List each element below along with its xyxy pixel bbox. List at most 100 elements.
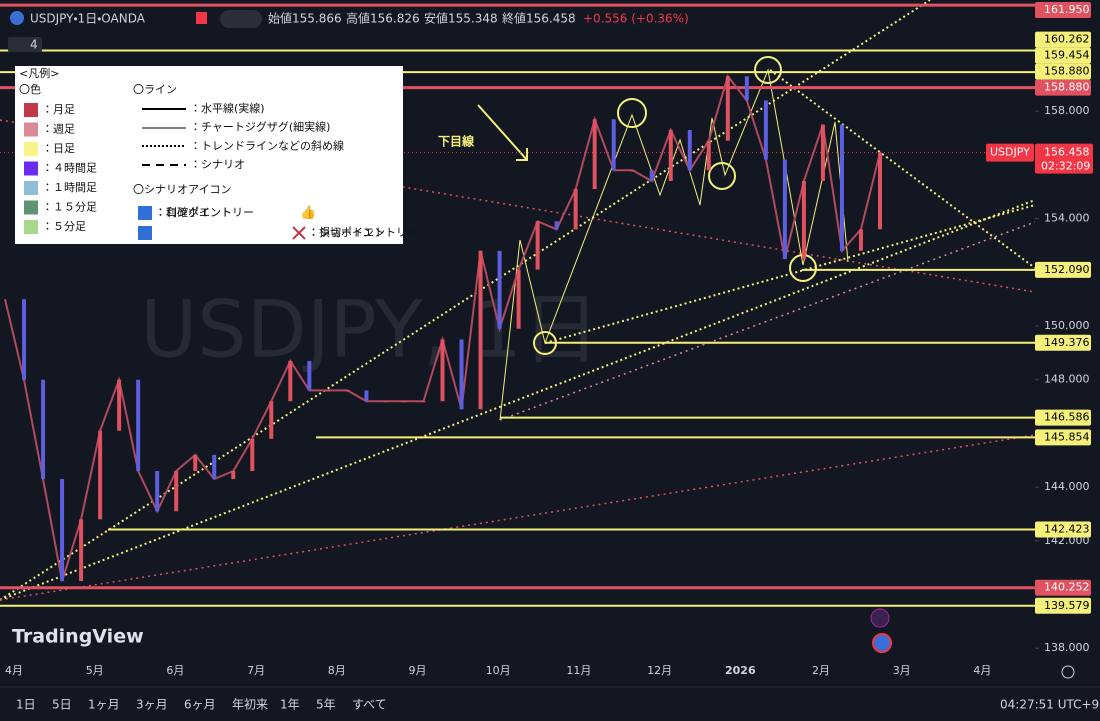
price-tag-value: 156.458: [1044, 146, 1090, 159]
candle: [668, 129, 673, 182]
x-tick-label: 3月: [893, 664, 911, 677]
legend-section: 〇シナリオアイコン: [133, 183, 231, 196]
range-button[interactable]: 1ヶ月: [88, 698, 120, 712]
x-tick-label: 6月: [166, 664, 184, 677]
level-tag: [1035, 2, 1091, 18]
legend-item: ：日足: [42, 142, 75, 155]
candle: [307, 360, 312, 391]
x-tick-label: 5月: [86, 664, 104, 677]
legend-item: ：利確ポイント: [155, 206, 232, 219]
candle: [250, 438, 255, 471]
candle: [459, 339, 464, 410]
candle: [611, 119, 616, 171]
legend-item: ：トレンドラインなどの斜め線: [190, 139, 344, 152]
x-tick-label: 4月: [5, 664, 23, 677]
candle: [878, 152, 882, 230]
sl-icon: [292, 226, 306, 240]
range-button[interactable]: 5日: [52, 698, 72, 712]
candle: [858, 229, 863, 251]
trendline: [499, 221, 1036, 421]
x-tick-label: 2月: [812, 664, 830, 677]
level-tag: [1035, 31, 1091, 48]
arrow: [477, 104, 528, 161]
x-tick-label: 7月: [247, 664, 265, 677]
status[interactable]: [220, 10, 262, 28]
x-tick-label: 9月: [409, 664, 427, 677]
level-label: 142.423: [1044, 522, 1090, 535]
swatch: [24, 122, 38, 137]
flag-icon[interactable]: [196, 12, 207, 24]
swatch: [24, 103, 38, 117]
candle: [402, 401, 407, 403]
level-tag: [1035, 409, 1091, 426]
range-button[interactable]: すべて: [352, 698, 387, 712]
price-tag: [1035, 143, 1093, 174]
legend-item: ：月足: [42, 103, 75, 116]
candle: [41, 379, 46, 480]
candle: [706, 140, 711, 171]
level-tag: [1035, 429, 1091, 446]
candle: [440, 339, 445, 402]
level-tag: [1035, 79, 1091, 96]
event-icon[interactable]: [870, 608, 890, 628]
legend: <凡例> 〇色 〇ライン 〇シナリオアイコン 👍 ：月足 ：週足 ：日足 ：４時間足 ：…: [15, 66, 418, 244]
candle: [687, 129, 692, 171]
y-tick-label: 144.000: [1044, 480, 1090, 493]
candle: [155, 470, 160, 512]
candle: [592, 119, 597, 190]
legend-item: ：週足: [42, 123, 75, 136]
price-pill-name: USDJPY: [990, 146, 1030, 159]
arrow: [516, 148, 528, 161]
y-tick-label: 158.000: [1044, 104, 1090, 117]
annotation: 下目線: [438, 134, 475, 149]
level-label: 159.454: [1044, 49, 1090, 62]
legend-item: ：１時間足: [42, 181, 97, 194]
range-button[interactable]: 3ヶ月: [136, 698, 168, 712]
price-axis: [1035, 0, 1100, 660]
event-icon[interactable]: [872, 633, 892, 653]
level-label: 152.090: [1044, 263, 1090, 276]
price-line: [4, 74, 881, 582]
x-tick-label: 11月: [566, 664, 591, 677]
swatch: [24, 142, 38, 156]
candle: [98, 430, 103, 520]
marker: [708, 162, 736, 190]
candle: [478, 250, 483, 410]
candle: [554, 221, 559, 230]
indicator-toggle[interactable]: [8, 37, 42, 52]
range-button[interactable]: 1年: [280, 698, 300, 712]
candle: [193, 454, 198, 471]
candle: [383, 401, 388, 403]
candle: [136, 379, 141, 471]
legend-box: [15, 66, 403, 244]
candle: [725, 76, 730, 141]
range-button[interactable]: 1日: [16, 698, 36, 712]
candle: [269, 401, 274, 439]
candle: [820, 124, 825, 182]
level-tag: [1035, 334, 1091, 351]
candle: [573, 189, 578, 230]
marker: [754, 56, 782, 84]
candle: [60, 479, 65, 582]
candle: [364, 390, 369, 402]
x-tick-label: 2026: [725, 664, 756, 677]
range-button[interactable]: 5年: [316, 698, 336, 712]
candle: [288, 360, 293, 402]
level-label: 149.376: [1044, 336, 1090, 349]
range-button[interactable]: 年初来: [232, 698, 268, 712]
y-tick-label: 154.000: [1044, 212, 1090, 225]
legend-item: ：水平線(実線): [190, 102, 265, 115]
watermark: USDJPY, 1日: [140, 285, 600, 375]
candle: [839, 124, 844, 251]
level-label: 139.579: [1044, 599, 1090, 612]
settings[interactable]: [1061, 665, 1075, 679]
level-tag: [1035, 261, 1091, 278]
candle: [801, 181, 806, 259]
legend-section: 〇色: [19, 83, 41, 96]
candle: [22, 299, 27, 380]
candle: [497, 250, 502, 329]
range-button[interactable]: 6ヶ月: [184, 698, 216, 712]
legend-item: ：ショートエントリー: [308, 226, 418, 239]
candle: [421, 401, 426, 403]
level-label: 140.252: [1044, 581, 1090, 594]
